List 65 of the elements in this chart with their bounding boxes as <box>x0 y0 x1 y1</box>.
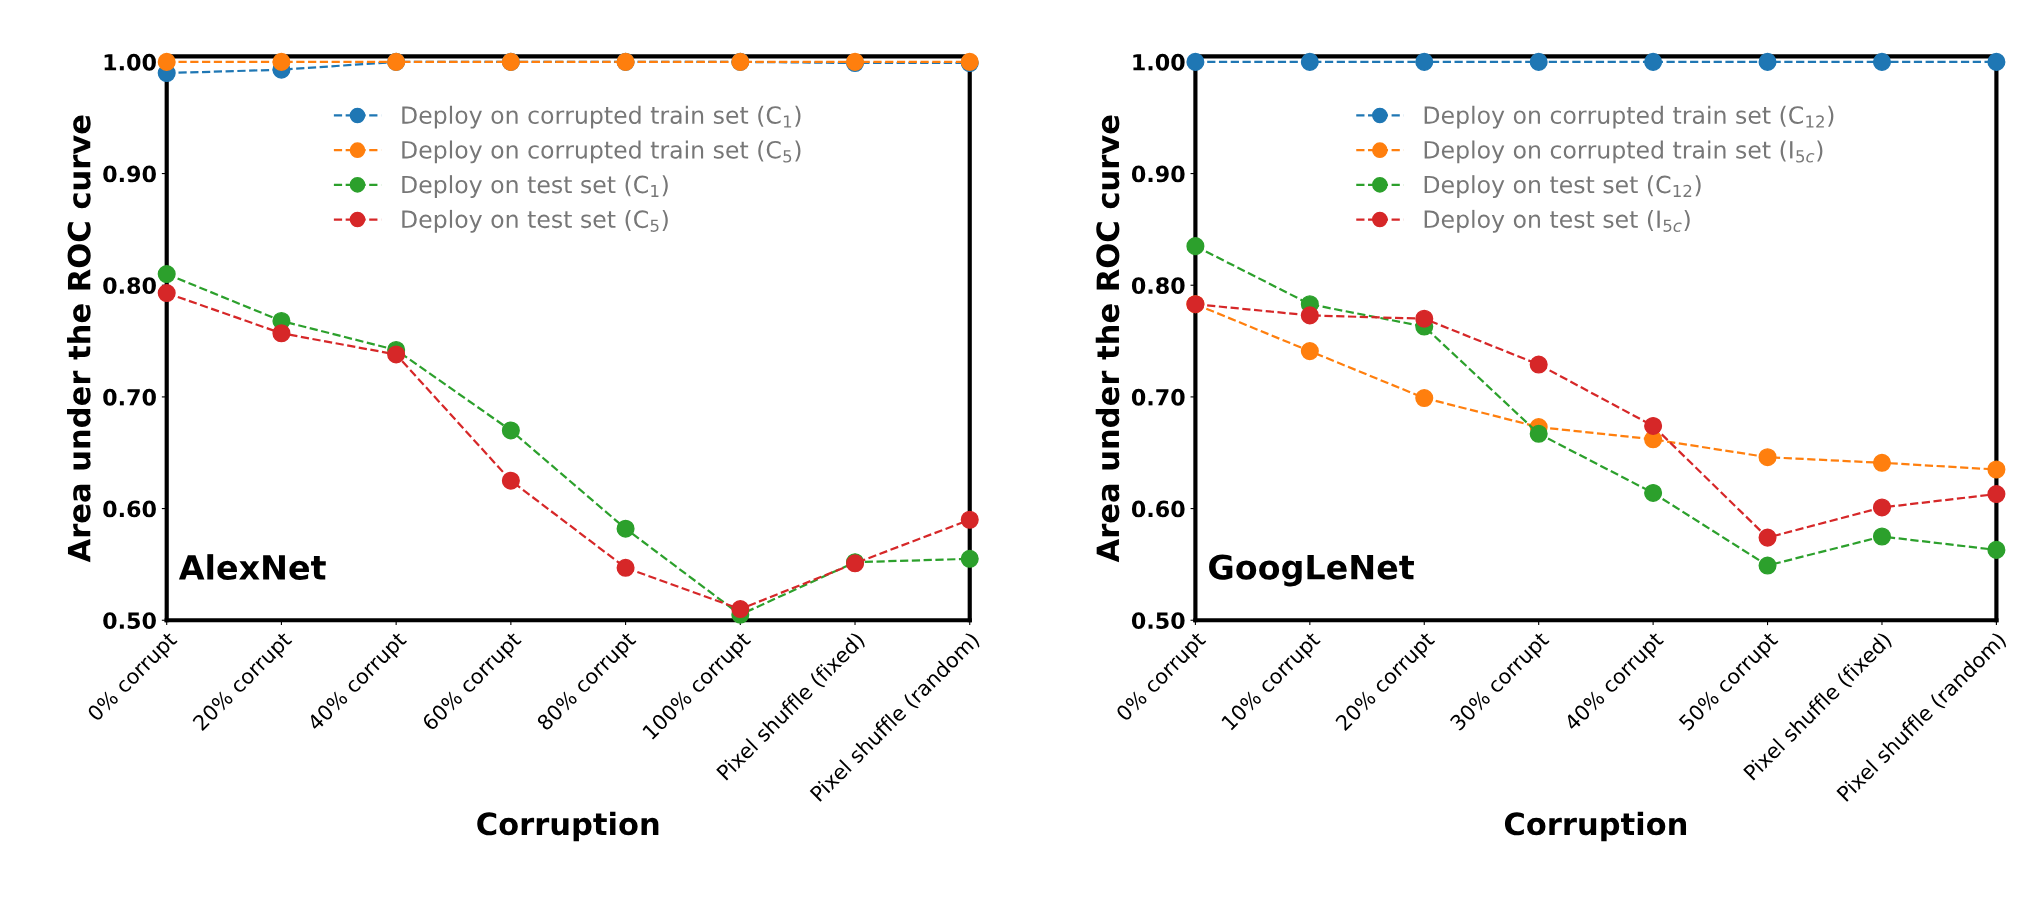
point <box>501 421 520 440</box>
point <box>1415 388 1434 408</box>
point <box>1758 52 1777 71</box>
y-axis-title: Area under the ROC curve <box>1095 115 1120 563</box>
point <box>157 265 176 284</box>
legend-label: Deploy on corrupted train set (C$_{12}$) <box>1424 105 1834 129</box>
point <box>157 284 176 303</box>
y-tick-label: 1.00 <box>104 53 156 71</box>
point <box>1987 460 2006 479</box>
y-tick-label: 1.00 <box>1133 53 1185 71</box>
x-axis-title: Corruption <box>477 811 659 842</box>
point <box>1186 237 1205 256</box>
point <box>1300 306 1319 325</box>
point <box>1758 528 1777 547</box>
point <box>1987 52 2006 71</box>
y-tick-label: 0.80 <box>103 277 156 294</box>
legend-label: Deploy on corrupted train set (C$_{1}$) <box>402 105 801 129</box>
point <box>1644 52 1663 71</box>
point <box>616 558 635 577</box>
y-tick-label: 0.50 <box>103 612 156 630</box>
point <box>1758 556 1777 575</box>
y-tick-label: 0.80 <box>1131 277 1185 294</box>
legend-label: Deploy on corrupted train set (I$_{5c}$) <box>1424 140 1823 164</box>
point <box>1529 52 1548 71</box>
y-tick-label: 0.70 <box>103 388 156 406</box>
point <box>1872 498 1892 517</box>
point <box>1644 416 1663 435</box>
point <box>1415 309 1434 328</box>
point <box>1529 424 1548 443</box>
y-tick-label: 0.90 <box>103 165 156 183</box>
y-tick-label: 0.70 <box>1131 388 1185 406</box>
point <box>616 519 635 538</box>
legend-label: Deploy on test set (I$_{5c}$) <box>1424 209 1690 233</box>
point <box>1529 355 1548 374</box>
y-tick-label: 0.60 <box>1131 500 1185 518</box>
point <box>960 549 979 568</box>
point <box>1987 540 2006 559</box>
point <box>1644 483 1663 502</box>
point <box>1186 52 1205 71</box>
legend-label: Deploy on test set (C$_{12}$) <box>1424 175 1701 199</box>
point <box>1872 527 1892 546</box>
legend-label: Deploy on corrupted train set (C$_{5}$) <box>402 140 801 164</box>
point <box>272 324 291 343</box>
point <box>272 52 291 71</box>
annotation: GoogLeNet <box>1209 554 1414 587</box>
point <box>731 600 750 619</box>
y-tick-label: 0.60 <box>103 500 156 518</box>
y-axis-title: Area under the ROC curve <box>67 115 91 563</box>
point <box>157 52 176 71</box>
legend-label: Deploy on test set (C$_{5}$) <box>402 209 668 233</box>
y-tick-label: 0.50 <box>1131 612 1185 630</box>
point <box>1300 52 1319 71</box>
point <box>1872 453 1892 472</box>
point <box>1987 485 2006 504</box>
legend-label: Deploy on test set (C$_{1}$) <box>402 175 668 199</box>
x-axis-title: Corruption <box>1504 811 1687 842</box>
point <box>1415 52 1434 71</box>
point <box>1758 448 1777 467</box>
point <box>1872 52 1892 71</box>
point <box>960 510 979 529</box>
point <box>501 471 520 490</box>
y-tick-label: 0.90 <box>1131 165 1185 183</box>
point <box>1300 342 1319 361</box>
annotation: AlexNet <box>178 554 326 580</box>
point <box>387 345 406 364</box>
